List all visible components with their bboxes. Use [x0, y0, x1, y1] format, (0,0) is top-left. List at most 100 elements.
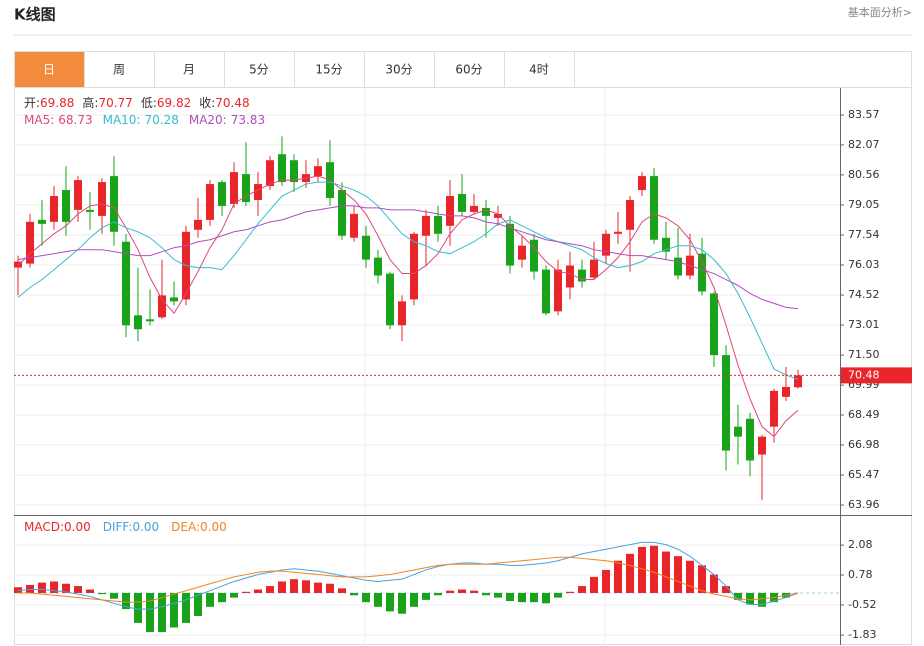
macd-bar	[362, 592, 370, 603]
candle-body	[374, 257, 382, 276]
macd-bar	[326, 583, 334, 593]
macd-bar	[110, 592, 118, 599]
candle-body	[206, 184, 214, 220]
candle-body	[338, 190, 346, 236]
tab-label[interactable]: 5分	[249, 63, 269, 77]
tab[interactable]	[84, 51, 155, 88]
candle-body	[62, 190, 70, 222]
legend-part: 69.88	[40, 96, 74, 110]
macd-bar	[62, 583, 70, 593]
candle-body	[230, 172, 238, 204]
legend-part: MA10:	[103, 113, 141, 127]
y-tick-label: 63.96	[848, 498, 880, 511]
candle-body	[470, 205, 478, 212]
macd-bar	[290, 579, 298, 593]
macd-bar	[14, 587, 22, 593]
macd-bar	[722, 586, 730, 593]
macd-bar	[698, 565, 706, 593]
y-tick-label: 83.57	[848, 108, 880, 121]
macd-bar	[98, 592, 106, 595]
macd-line	[18, 556, 799, 603]
candle-body	[602, 233, 610, 256]
fundamental-link[interactable]: 基本面分析>	[848, 5, 912, 19]
legend-part: DIFF:	[103, 520, 133, 534]
legend-part: 低:	[141, 96, 157, 110]
macd-bar	[386, 592, 394, 612]
candle-body	[134, 315, 142, 330]
candle-body	[194, 219, 202, 230]
tab-label[interactable]: 60分	[455, 63, 482, 77]
tab-label[interactable]: 4时	[529, 63, 549, 77]
macd-bar	[194, 592, 202, 616]
candle-body	[278, 154, 286, 183]
tab-label[interactable]: 15分	[315, 63, 342, 77]
legend-part: 70.77	[98, 96, 132, 110]
ma-line	[17, 181, 799, 380]
candle-body	[710, 293, 718, 356]
legend-part: 73.83	[231, 113, 265, 127]
macd-bar	[614, 560, 622, 593]
macd-bar	[74, 586, 82, 593]
candle-body	[446, 195, 454, 226]
y-tick-label: 77.54	[848, 228, 880, 241]
candle-body	[758, 436, 766, 455]
candle-body	[314, 166, 322, 177]
macd-bar	[182, 592, 190, 623]
macd-bar	[674, 556, 682, 593]
y-tick-label: 0.78	[848, 568, 873, 581]
legend-part: 开:	[24, 96, 40, 110]
macd-bar	[542, 592, 550, 604]
y-tick-label: 66.98	[848, 438, 880, 451]
candle-body	[482, 207, 490, 216]
candle-body	[782, 386, 790, 397]
candle-body	[590, 259, 598, 278]
candle-body	[746, 418, 754, 461]
macd-bar	[242, 591, 250, 593]
candle-body	[386, 273, 394, 326]
y-tick-label: 80.56	[848, 168, 880, 181]
legend-part: 70.28	[144, 113, 178, 127]
candle-body	[38, 219, 46, 224]
macd-bar	[266, 586, 274, 593]
candle-body	[674, 257, 682, 276]
legend-part: MACD:	[24, 520, 64, 534]
candle-body	[218, 182, 226, 206]
candle-body	[410, 233, 418, 300]
macd-bar	[422, 592, 430, 600]
macd-bar	[506, 592, 514, 602]
tab-label[interactable]: 周	[113, 63, 125, 77]
candle-body	[422, 215, 430, 236]
macd-bar	[338, 588, 346, 593]
macd-legend: MACD:0.00 DIFF:0.00 DEA:0.00	[24, 520, 227, 534]
macd-bar	[278, 581, 286, 593]
tab[interactable]	[364, 51, 435, 88]
macd-bar	[650, 545, 658, 593]
candle-body	[626, 199, 634, 230]
tab-label[interactable]: 日	[43, 63, 55, 77]
ma-legend: MA5: 68.73 MA10: 70.28 MA20: 73.83	[24, 113, 265, 127]
macd-bar	[350, 592, 358, 596]
candle-body	[170, 297, 178, 302]
candle-body	[14, 261, 22, 268]
macd-bar	[134, 592, 142, 623]
candle-body	[770, 390, 778, 427]
legend-part: 0.00	[132, 520, 159, 534]
tab[interactable]	[504, 51, 575, 88]
y-tick-label: 82.07	[848, 138, 880, 151]
legend-part: MA20:	[189, 113, 227, 127]
last-price-label: 70.48	[848, 368, 880, 381]
y-tick-label: 2.08	[848, 538, 873, 551]
candle-body	[86, 209, 94, 212]
legend-part: 0.00	[200, 520, 227, 534]
macd-bar	[458, 589, 466, 593]
tab-label[interactable]: 月	[183, 63, 195, 77]
candle-body	[266, 160, 274, 187]
tab-label[interactable]: 30分	[385, 63, 412, 77]
candle-body	[26, 221, 34, 264]
candle-body	[242, 174, 250, 202]
candle-body	[98, 182, 106, 216]
macd-bar	[398, 592, 406, 614]
candle-body	[398, 301, 406, 326]
y-tick-label: 76.03	[848, 258, 880, 271]
